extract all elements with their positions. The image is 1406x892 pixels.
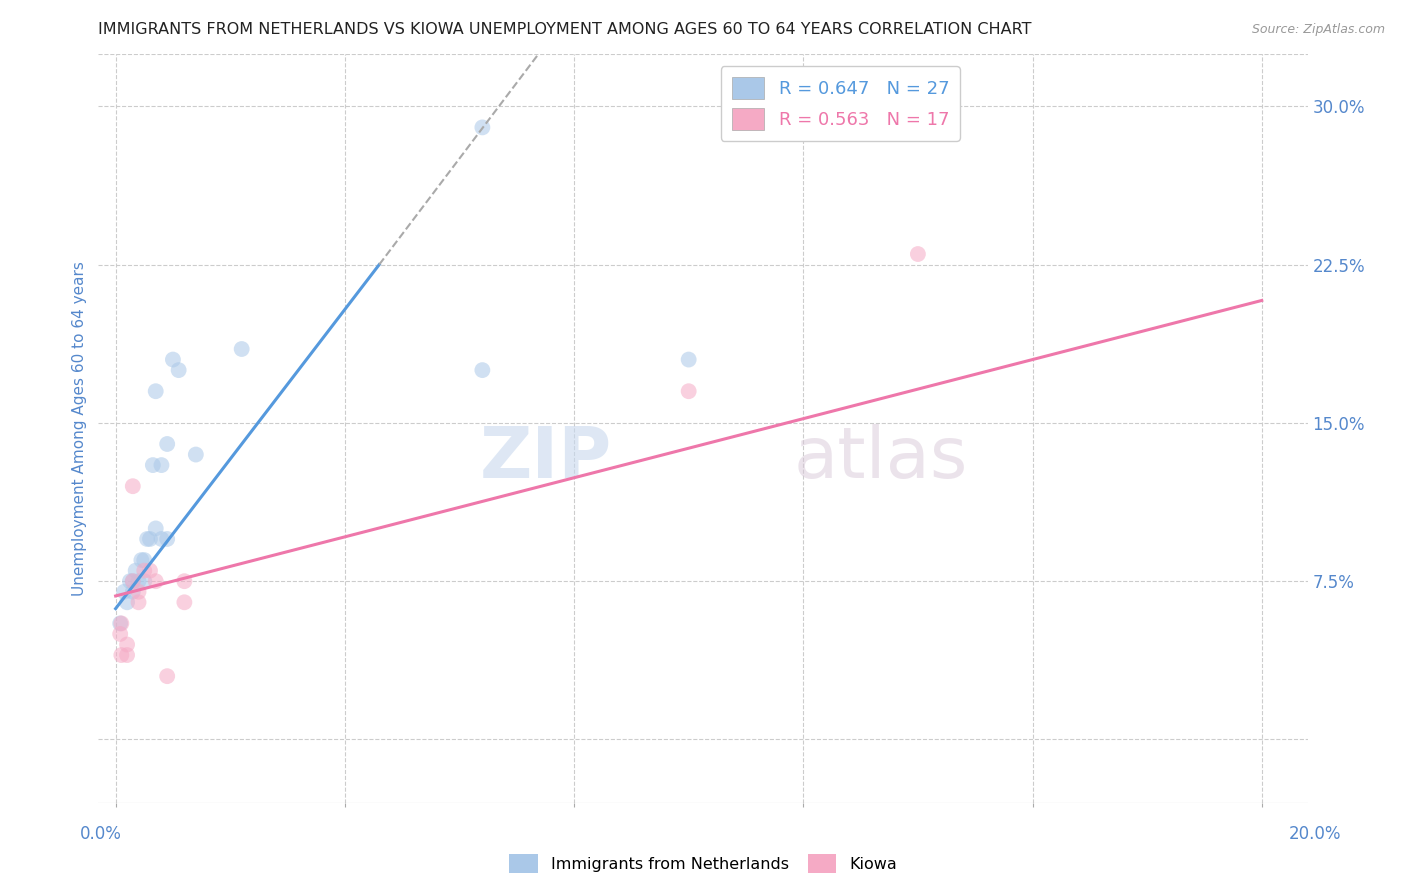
- Point: [678, 384, 700, 399]
- Point: [142, 458, 165, 472]
- Point: [121, 574, 143, 589]
- Point: [145, 574, 167, 589]
- Point: [110, 648, 132, 662]
- Point: [128, 584, 150, 599]
- Point: [128, 595, 150, 609]
- Point: [471, 363, 494, 377]
- Point: [108, 627, 131, 641]
- Point: [134, 553, 156, 567]
- Y-axis label: Unemployment Among Ages 60 to 64 years: Unemployment Among Ages 60 to 64 years: [72, 260, 87, 596]
- Point: [150, 532, 173, 546]
- Point: [124, 564, 146, 578]
- Point: [121, 584, 143, 599]
- Point: [115, 648, 138, 662]
- Point: [128, 574, 150, 589]
- Point: [150, 458, 173, 472]
- Point: [156, 532, 179, 546]
- Text: 20.0%: 20.0%: [1288, 825, 1341, 843]
- Point: [134, 564, 156, 578]
- Point: [110, 616, 132, 631]
- Point: [139, 532, 162, 546]
- Point: [156, 669, 179, 683]
- Point: [471, 120, 494, 135]
- Point: [118, 574, 141, 589]
- Point: [173, 595, 195, 609]
- Point: [162, 352, 184, 367]
- Point: [173, 574, 195, 589]
- Point: [136, 532, 159, 546]
- Text: atlas: atlas: [793, 424, 969, 492]
- Point: [108, 616, 131, 631]
- Point: [112, 584, 135, 599]
- Point: [145, 384, 167, 399]
- Text: 0.0%: 0.0%: [80, 825, 122, 843]
- Point: [145, 521, 167, 535]
- Point: [121, 479, 143, 493]
- Text: ZIP: ZIP: [479, 424, 613, 492]
- Point: [115, 595, 138, 609]
- Text: Source: ZipAtlas.com: Source: ZipAtlas.com: [1251, 23, 1385, 37]
- Point: [134, 574, 156, 589]
- Point: [231, 342, 253, 356]
- Point: [115, 638, 138, 652]
- Point: [121, 574, 143, 589]
- Point: [167, 363, 190, 377]
- Point: [184, 448, 207, 462]
- Text: IMMIGRANTS FROM NETHERLANDS VS KIOWA UNEMPLOYMENT AMONG AGES 60 TO 64 YEARS CORR: IMMIGRANTS FROM NETHERLANDS VS KIOWA UNE…: [98, 22, 1032, 37]
- Point: [131, 553, 153, 567]
- Point: [139, 564, 162, 578]
- Point: [156, 437, 179, 451]
- Legend: R = 0.647   N = 27, R = 0.563   N = 17: R = 0.647 N = 27, R = 0.563 N = 17: [721, 66, 960, 141]
- Point: [678, 352, 700, 367]
- Point: [907, 247, 929, 261]
- Legend: Immigrants from Netherlands, Kiowa: Immigrants from Netherlands, Kiowa: [502, 847, 904, 880]
